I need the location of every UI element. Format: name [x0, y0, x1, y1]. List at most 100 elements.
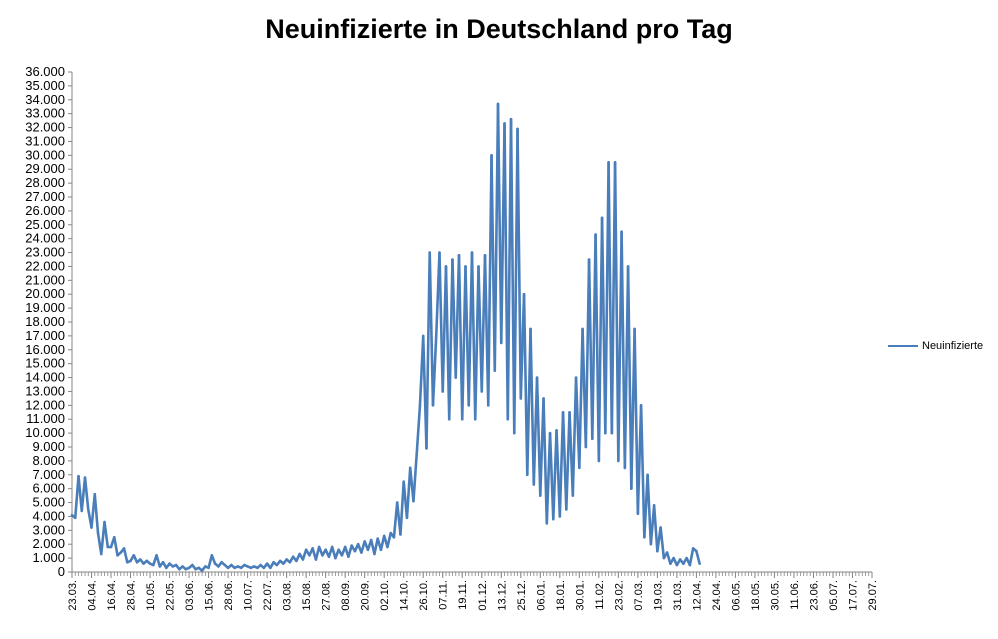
x-tick-labels: 23.03. 04.04. 16.04. 28.04. 10.05. 22.05. 03.0…	[67, 572, 879, 611]
y-tick-label: 27.000	[25, 189, 65, 204]
y-tick-label: 34.000	[25, 92, 65, 107]
y-tick-label: 32.000	[25, 120, 65, 135]
x-tick-label: 26.10.	[418, 580, 430, 611]
x-tick-label: 25.12.	[516, 580, 528, 611]
x-tick-label: 28.04.	[126, 580, 138, 611]
series-segment	[399, 480, 406, 536]
series-segment	[688, 547, 695, 567]
x-tick-label: 11.02.	[594, 580, 606, 610]
y-tick-label: 24.000	[25, 231, 65, 246]
series-segment	[386, 531, 392, 549]
x-tick-label: 19.11.	[457, 580, 469, 610]
x-tick-label: 15.08.	[301, 580, 313, 611]
x-tick-label: 14.10.	[399, 580, 411, 611]
x-tick-label: 02.10.	[379, 580, 391, 611]
x-tick-label: 31.03.	[672, 580, 684, 611]
x-tick-label: 22.05.	[165, 580, 177, 611]
x-tick-label: 06.01.	[535, 580, 547, 611]
y-tick-label: 29.000	[25, 161, 65, 176]
series-segment	[659, 526, 666, 560]
series-segment	[405, 466, 412, 520]
x-tick-label: 13.12.	[496, 580, 508, 611]
legend: Neuinfizierte	[888, 340, 983, 352]
series-segment	[83, 476, 90, 511]
y-tick-label: 23.000	[25, 245, 65, 260]
x-tick-label: 22.07.	[262, 580, 274, 611]
legend-label: Neuinfizierte	[922, 340, 984, 352]
x-tick-label: 23.03.	[67, 580, 79, 611]
x-tick-label: 17.07.	[847, 580, 859, 611]
x-tick-label: 19.03.	[652, 580, 664, 611]
x-tick-label: 01.12.	[477, 580, 489, 611]
series-segment	[415, 404, 422, 456]
y-tick-label: 9.000	[32, 439, 65, 454]
y-tick-label: 4.000	[32, 508, 65, 523]
y-tick-label: 30.000	[25, 147, 65, 162]
series-segment	[633, 327, 640, 515]
series-segment	[529, 327, 536, 486]
x-tick-label: 27.08.	[321, 580, 333, 611]
x-tick-label: 30.05.	[769, 580, 781, 611]
y-tick-label: 21.000	[25, 272, 65, 287]
y-tick-label: 5.000	[32, 495, 65, 510]
x-tick-label: 07.11.	[438, 580, 450, 610]
y-tick-label: 2.000	[32, 536, 65, 551]
y-tick-label: 16.000	[25, 342, 65, 357]
y-tick-label: 22.000	[25, 258, 65, 273]
series-segment	[516, 127, 523, 400]
y-tick-labels: 01.0002.0003.0004.0005.0006.0007.0008.00…	[25, 64, 72, 579]
x-tick-label: 03.08.	[282, 580, 294, 611]
x-tick-label: 12.04.	[691, 580, 703, 611]
y-tick-label: 18.000	[25, 314, 65, 329]
y-tick-label: 20.000	[25, 286, 65, 301]
y-tick-label: 3.000	[32, 522, 65, 537]
y-tick-label: 25.000	[25, 217, 65, 232]
y-tick-label: 19.000	[25, 300, 65, 315]
y-tick-label: 0	[58, 564, 65, 579]
x-tick-label: 18.05.	[750, 580, 762, 611]
x-tick-label: 18.01.	[555, 580, 567, 611]
series-segment	[93, 492, 100, 535]
y-tick-label: 31.000	[25, 133, 65, 148]
x-tick-label: 20.09.	[360, 580, 372, 611]
x-tick-label: 06.05.	[730, 580, 742, 611]
series-segment	[652, 504, 659, 553]
x-tick-label: 05.07.	[828, 580, 840, 611]
y-tick-label: 8.000	[32, 453, 65, 468]
series-lines	[70, 102, 701, 572]
series-segment	[210, 554, 217, 565]
y-tick-label: 12.000	[25, 397, 65, 412]
y-tick-label: 35.000	[25, 78, 65, 93]
y-tick-label: 10.000	[25, 425, 65, 440]
series-segment	[428, 251, 435, 407]
y-tick-label: 7.000	[32, 467, 65, 482]
y-tick-label: 17.000	[25, 328, 65, 343]
y-tick-label: 26.000	[25, 203, 65, 218]
series-segment	[122, 547, 129, 564]
chart-title: Neuinfizierte in Deutschland pro Tag	[265, 14, 733, 44]
x-tick-label: 07.03.	[633, 580, 645, 611]
x-tick-label: 04.04.	[87, 580, 99, 611]
x-tick-label: 10.05.	[145, 580, 157, 611]
series-segment	[646, 473, 653, 546]
y-tick-label: 14.000	[25, 370, 65, 385]
series-segment	[431, 334, 438, 407]
y-tick-label: 11.000	[26, 411, 65, 426]
x-tick-label: 23.06.	[808, 580, 820, 611]
y-tick-label: 1.000	[32, 550, 65, 565]
x-tick-label: 03.06.	[184, 580, 196, 611]
x-tick-label: 24.04.	[711, 580, 723, 611]
x-tick-label: 29.07.	[867, 580, 879, 611]
x-tick-label: 15.06.	[204, 580, 216, 611]
series-segment	[665, 551, 672, 565]
y-tick-label: 33.000	[25, 106, 65, 121]
series-segment	[347, 544, 353, 559]
series-segment	[695, 549, 701, 565]
x-tick-label: 11.06.	[789, 580, 801, 610]
x-tick-label: 08.09.	[340, 580, 352, 611]
x-tick-label: 28.06.	[223, 580, 235, 611]
y-tick-label: 36.000	[25, 64, 65, 79]
y-tick-label: 28.000	[25, 175, 65, 190]
y-tick-label: 6.000	[32, 481, 65, 496]
